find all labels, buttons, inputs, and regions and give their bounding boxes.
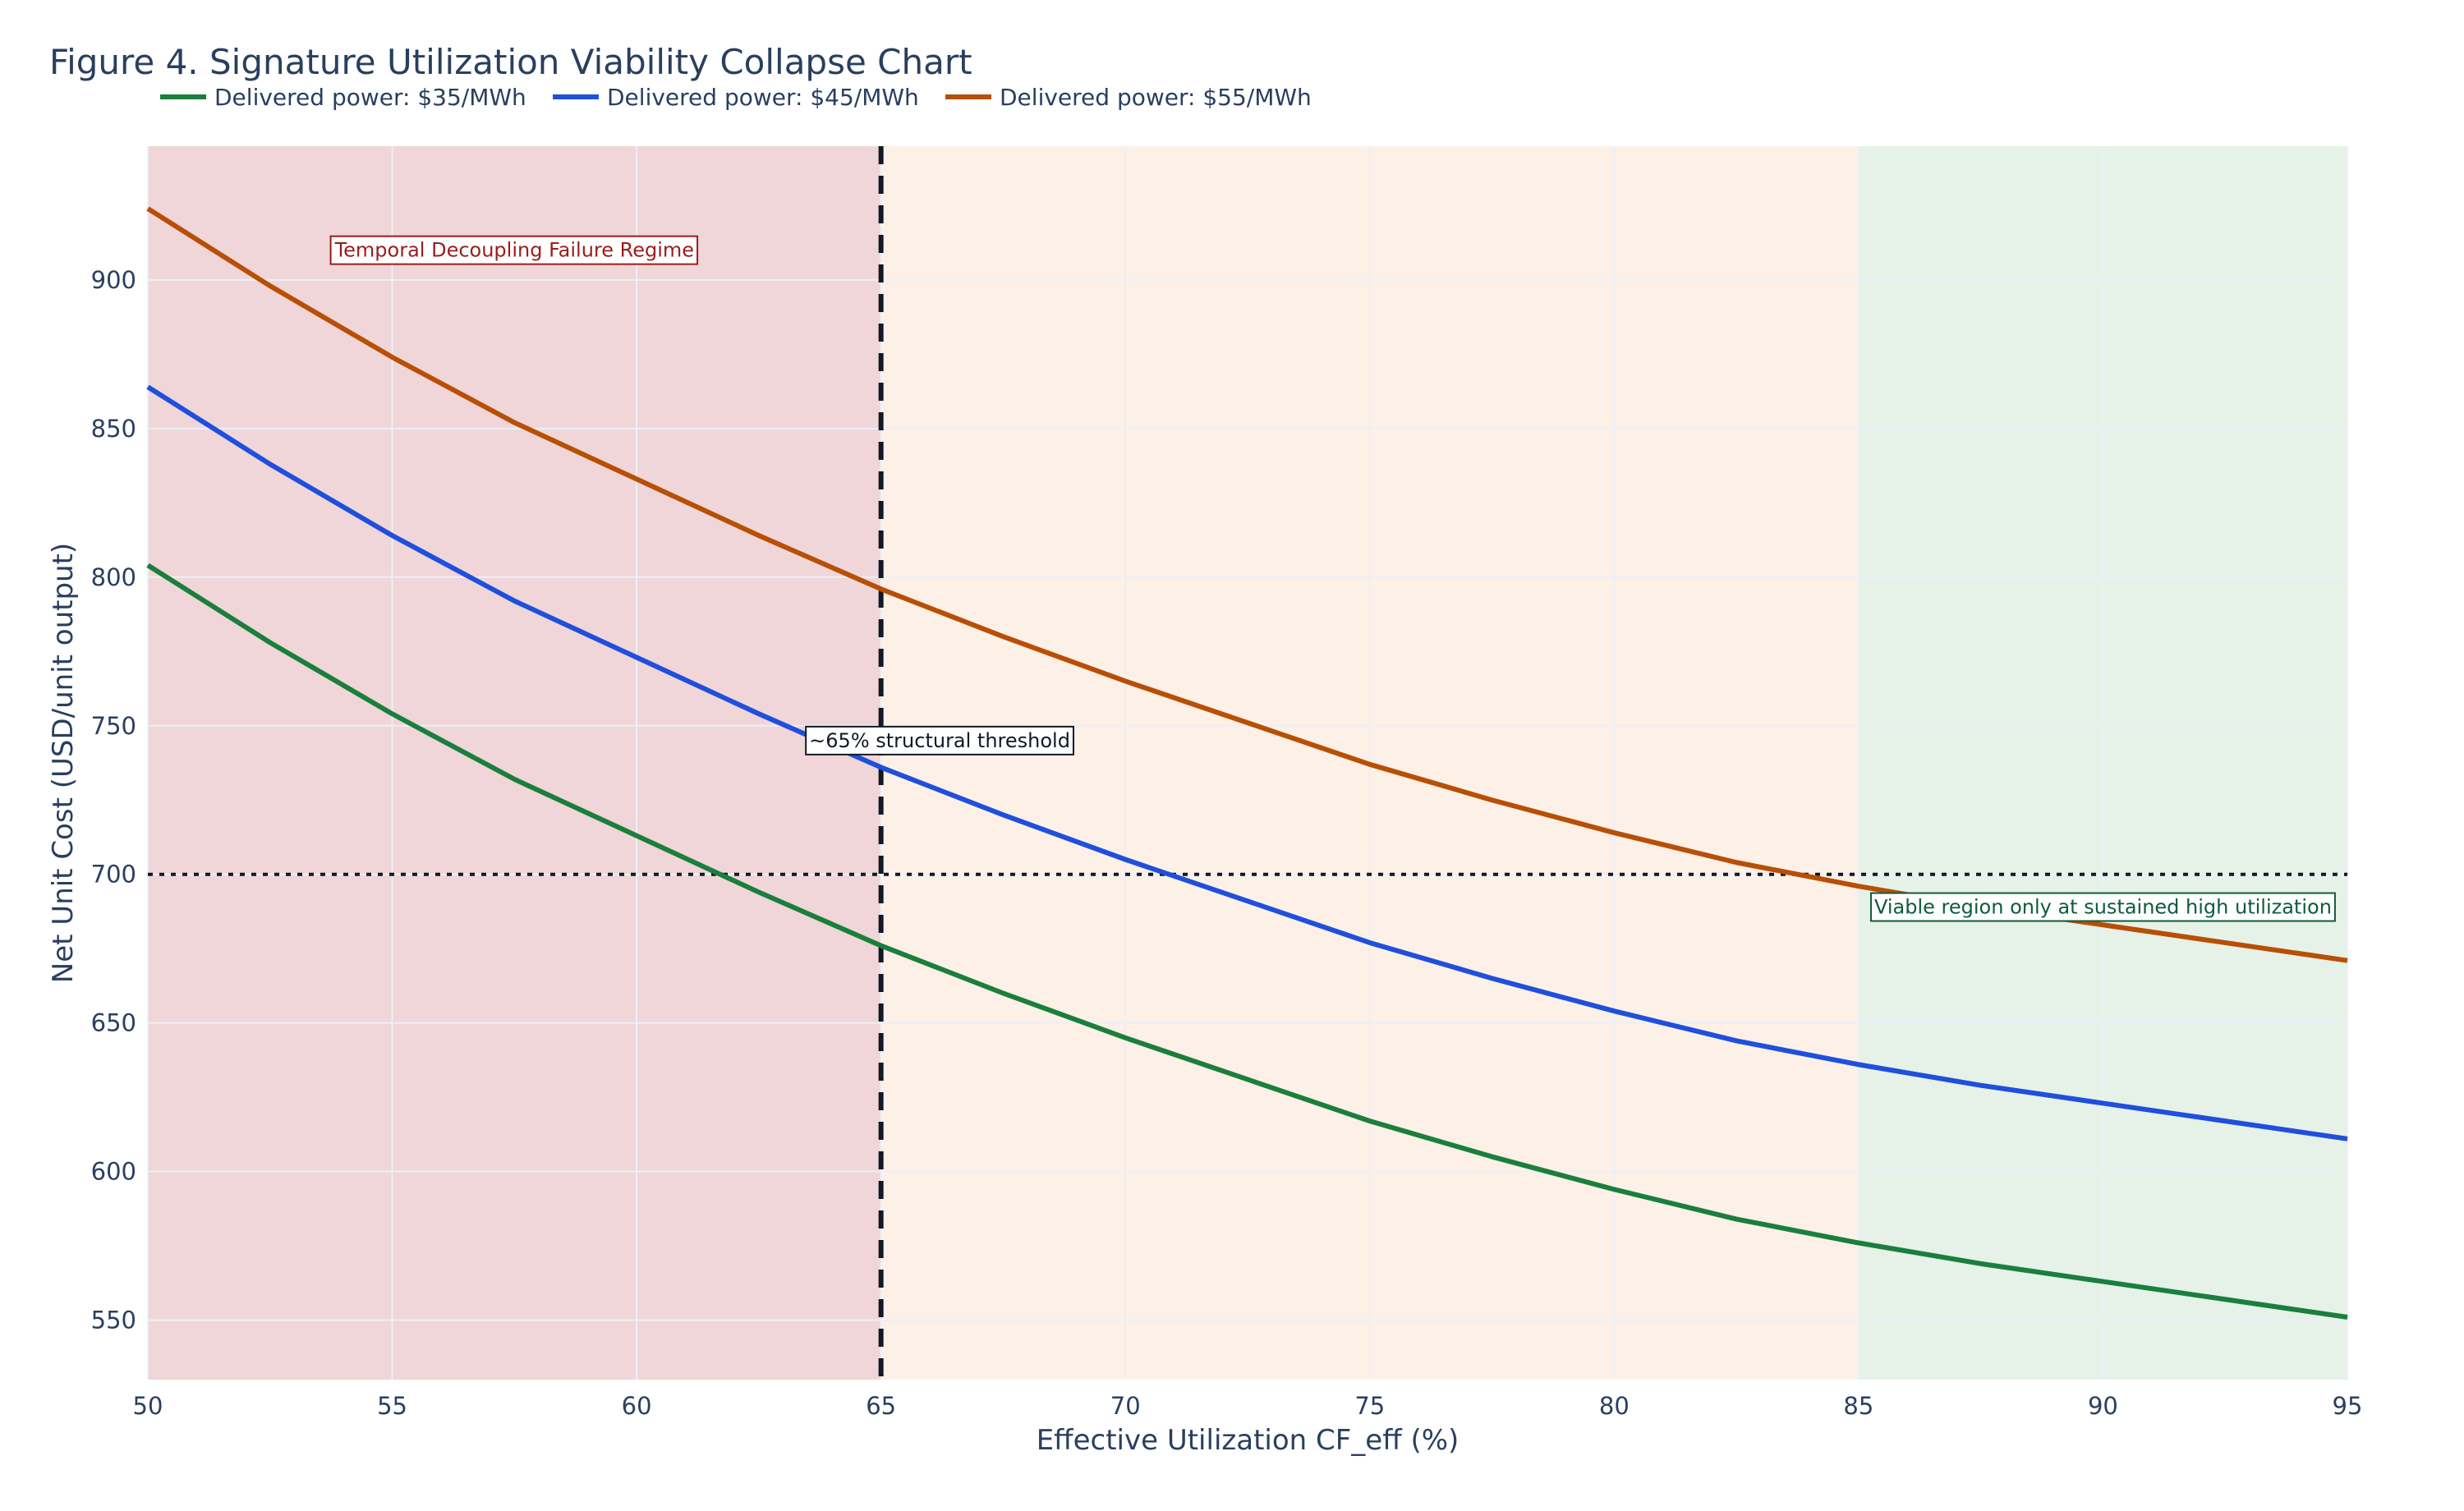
y-tick-label: 800 (91, 563, 136, 591)
annotation-box (329, 235, 699, 265)
x-tick-label: 60 (622, 1392, 652, 1420)
series-line (146, 384, 2348, 1141)
x-tick-label: 50 (133, 1392, 163, 1420)
y-tick-label: 600 (91, 1158, 136, 1186)
annotations: Temporal Decoupling Failure Regime ~65% s… (329, 235, 2336, 922)
x-tick-label: 55 (377, 1392, 407, 1420)
chart-title: Figure 4. Signature Utilization Viabilit… (49, 42, 972, 82)
annotation-text: Temporal Decoupling Failure Regime (334, 239, 695, 262)
tick-labels: 50 55 60 65 70 75 80 85 90 95 550 600 650 700 750 800 85… (91, 266, 2363, 1420)
x-tick-label: 90 (2088, 1392, 2118, 1420)
y-axis-title: Net Unit Cost (USD/unit output) (47, 543, 80, 983)
x-tick-label: 75 (1354, 1392, 1385, 1420)
annotation-box (1869, 892, 2336, 922)
annotation-box (805, 725, 1074, 756)
y-tick-label: 650 (91, 1009, 136, 1037)
series-line (146, 563, 2348, 1320)
legend-label: Delivered power: $45/MWh (607, 84, 919, 111)
y-tick-label: 850 (91, 415, 136, 443)
x-tick-label: 70 (1110, 1392, 1141, 1420)
y-tick-label: 700 (91, 861, 136, 889)
x-tick-label: 80 (1599, 1392, 1630, 1420)
legend-label: Delivered power: $35/MWh (214, 84, 526, 111)
x-tick-label: 65 (866, 1392, 896, 1420)
annotation-text: Viable region only at sustained high uti… (1874, 896, 2332, 919)
x-tick-label: 85 (1843, 1392, 1873, 1420)
shaded-region (148, 146, 881, 1380)
shaded-regions (148, 146, 2347, 1380)
y-tick-label: 750 (91, 712, 136, 740)
legend: Delivered power: $35/MWh Delivered power:… (160, 84, 1312, 111)
y-tick-label: 900 (91, 266, 136, 294)
legend-label: Delivered power: $55/MWh (1000, 84, 1312, 111)
x-axis-title: Effective Utilization CF_eff (%) (1037, 1424, 1460, 1457)
x-tick-label: 95 (2333, 1392, 2363, 1420)
y-tick-label: 550 (91, 1307, 136, 1334)
annotation-text: ~65% structural threshold (809, 729, 1070, 752)
reference-lines (148, 146, 2347, 1380)
